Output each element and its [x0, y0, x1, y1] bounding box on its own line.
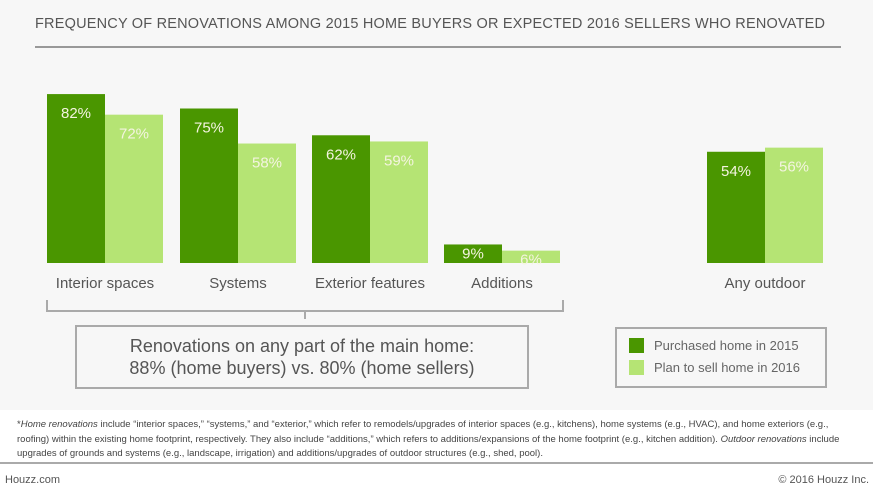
footnote-marker: * [17, 419, 21, 430]
data-label: 59% [384, 152, 414, 169]
category-label: Additions [471, 275, 533, 292]
bar [370, 141, 428, 263]
bar-chart: 82% 75% 62% 9% 54% 72% 58% 59% 6% 56% [46, 94, 823, 319]
bar [707, 151, 765, 263]
data-label: 62% [326, 146, 356, 163]
footnote-text: include upgrades of grounds and systems … [17, 433, 840, 460]
bar [180, 108, 238, 263]
bar [765, 147, 823, 263]
data-label: 56% [779, 159, 809, 176]
bar [238, 143, 296, 263]
chart-title: FREQUENCY OF RENOVATIONS AMONG 2015 HOME… [35, 16, 826, 32]
bar [47, 94, 105, 263]
legend-item-sell: Plan to sell home in 2016 [629, 360, 800, 375]
bar [105, 114, 163, 264]
bar [444, 244, 502, 263]
category-label: Exterior features [314, 275, 426, 292]
summary-annotation: Renovations on any part of the main home… [75, 325, 529, 389]
data-label: 54% [721, 163, 751, 180]
data-label: 82% [61, 105, 91, 122]
legend-swatch [629, 338, 644, 353]
data-label: 72% [119, 126, 149, 143]
footnote-term: Home renovations [20, 419, 98, 430]
grouping-bracket [46, 300, 564, 319]
footnote: *Home renovations include “interior spac… [17, 418, 857, 462]
summary-line-2: 88% (home buyers) vs. 80% (home sellers) [129, 358, 475, 378]
legend-swatch [629, 360, 644, 375]
data-label: 9% [462, 245, 484, 262]
footer-brand: Houzz.com [5, 474, 61, 486]
data-label: 6% [520, 252, 542, 269]
legend-label: Plan to sell home in 2016 [654, 360, 800, 375]
summary-line-1: Renovations on any part of the main home… [129, 336, 475, 356]
title-divider [35, 46, 841, 48]
data-label: 58% [252, 155, 282, 172]
category-label: Any outdoor [724, 275, 806, 292]
legend-label: Purchased home in 2015 [654, 338, 799, 353]
footnote-text: include “interior spaces,” “systems,” an… [17, 419, 829, 445]
bar [312, 135, 370, 263]
legend: Purchased home in 2015 Plan to sell home… [615, 327, 827, 388]
legend-item-purchased: Purchased home in 2015 [629, 338, 799, 353]
data-label: 75% [194, 120, 224, 137]
footer-copyright: © 2016 Houzz Inc. [778, 474, 869, 486]
bar [502, 250, 560, 263]
category-label: Interior spaces [55, 275, 155, 292]
footer-divider [0, 462, 873, 464]
footnote-term: Outdoor renovations [720, 433, 807, 445]
category-label: Systems [209, 275, 267, 292]
